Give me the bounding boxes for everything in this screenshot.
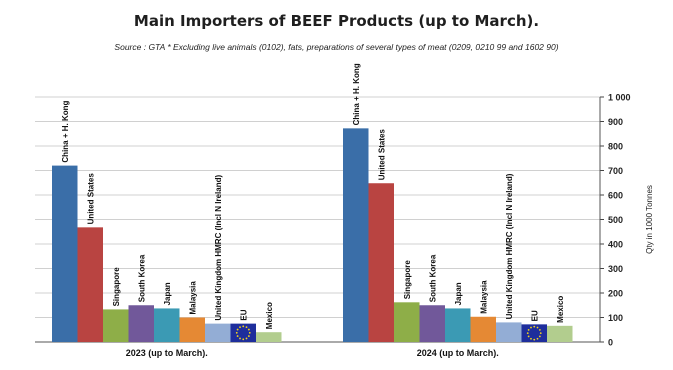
y-tick-label: 500 bbox=[608, 215, 623, 225]
bar-label: China + H. Kong bbox=[61, 100, 70, 162]
eu-star bbox=[239, 326, 241, 329]
category-label: 2024 (up to March). bbox=[417, 348, 499, 358]
bar-label: Mexico bbox=[265, 302, 274, 329]
bar-label: South Korea bbox=[137, 254, 146, 302]
category-label: 2023 (up to March). bbox=[126, 348, 208, 358]
eu-star bbox=[530, 326, 532, 329]
bar bbox=[343, 128, 369, 342]
chart-subtitle: Source : GTA * Excluding live animals (0… bbox=[114, 42, 559, 52]
eu-star bbox=[527, 335, 530, 338]
eu-star bbox=[236, 335, 239, 337]
bar-label: United States bbox=[86, 173, 95, 225]
chart-title: Main Importers of BEEF Products (up to M… bbox=[133, 12, 540, 30]
eu-star bbox=[533, 338, 536, 341]
bar-label: Japan bbox=[163, 282, 172, 305]
eu-star bbox=[248, 331, 251, 334]
bar bbox=[128, 305, 154, 342]
eu-star bbox=[530, 337, 532, 340]
bar-label: United Kingdom HMRC (Incl N Ireland) bbox=[505, 173, 514, 319]
bar-label: EU bbox=[239, 309, 248, 320]
bar bbox=[77, 227, 103, 342]
y-tick-label: 100 bbox=[608, 313, 623, 323]
eu-star bbox=[239, 337, 241, 340]
bar bbox=[368, 183, 394, 342]
bar bbox=[394, 302, 420, 342]
bar bbox=[154, 308, 180, 342]
bar bbox=[547, 325, 573, 342]
eu-star bbox=[536, 326, 539, 329]
bar bbox=[419, 305, 445, 342]
bar bbox=[205, 323, 231, 342]
eu-star bbox=[538, 329, 541, 331]
y-tick-label: 900 bbox=[608, 117, 623, 127]
bar bbox=[256, 332, 282, 342]
y-tick-label: 200 bbox=[608, 289, 623, 299]
bar-label: South Korea bbox=[428, 254, 437, 302]
eu-star bbox=[539, 332, 542, 335]
bar-label: Singapore bbox=[112, 267, 121, 307]
y-tick-label: 0 bbox=[608, 338, 613, 348]
y-axis-label: Qty in 1000 Tonnes bbox=[645, 185, 654, 254]
y-tick-label: 300 bbox=[608, 264, 623, 274]
bar bbox=[496, 322, 522, 342]
eu-star bbox=[538, 335, 541, 338]
bar-label: Singapore bbox=[403, 260, 412, 300]
eu-star bbox=[236, 328, 239, 331]
bar bbox=[103, 309, 129, 342]
bar-label: Japan bbox=[454, 282, 463, 305]
bar bbox=[470, 316, 496, 342]
y-tick-label: 800 bbox=[608, 142, 623, 152]
eu-star bbox=[247, 328, 250, 331]
bar-label: Malaysia bbox=[479, 280, 488, 314]
y-tick-label: 600 bbox=[608, 191, 623, 201]
bar-label: EU bbox=[530, 310, 539, 321]
eu-star bbox=[245, 337, 248, 340]
eu-star bbox=[245, 326, 248, 329]
eu-star bbox=[242, 325, 245, 328]
bar-label: United Kingdom HMRC (Incl N Ireland) bbox=[214, 175, 223, 321]
eu-star bbox=[235, 331, 238, 334]
y-tick-label: 400 bbox=[608, 240, 623, 250]
bar bbox=[52, 165, 78, 342]
bar-label: China + H. Kong bbox=[352, 63, 361, 125]
bar bbox=[179, 317, 205, 342]
eu-star bbox=[527, 329, 530, 331]
bar-label: Malaysia bbox=[188, 281, 197, 315]
eu-star bbox=[526, 332, 529, 335]
bar bbox=[230, 323, 256, 342]
bar bbox=[445, 308, 471, 342]
bar-label: United States bbox=[377, 129, 386, 181]
eu-star bbox=[533, 325, 536, 328]
eu-star bbox=[247, 335, 250, 337]
bar-label: Mexico bbox=[556, 296, 565, 323]
y-tick-label: 1 000 bbox=[608, 93, 631, 103]
eu-star bbox=[242, 338, 245, 341]
bar bbox=[521, 324, 547, 342]
eu-star bbox=[536, 337, 539, 340]
y-tick-label: 700 bbox=[608, 166, 623, 176]
